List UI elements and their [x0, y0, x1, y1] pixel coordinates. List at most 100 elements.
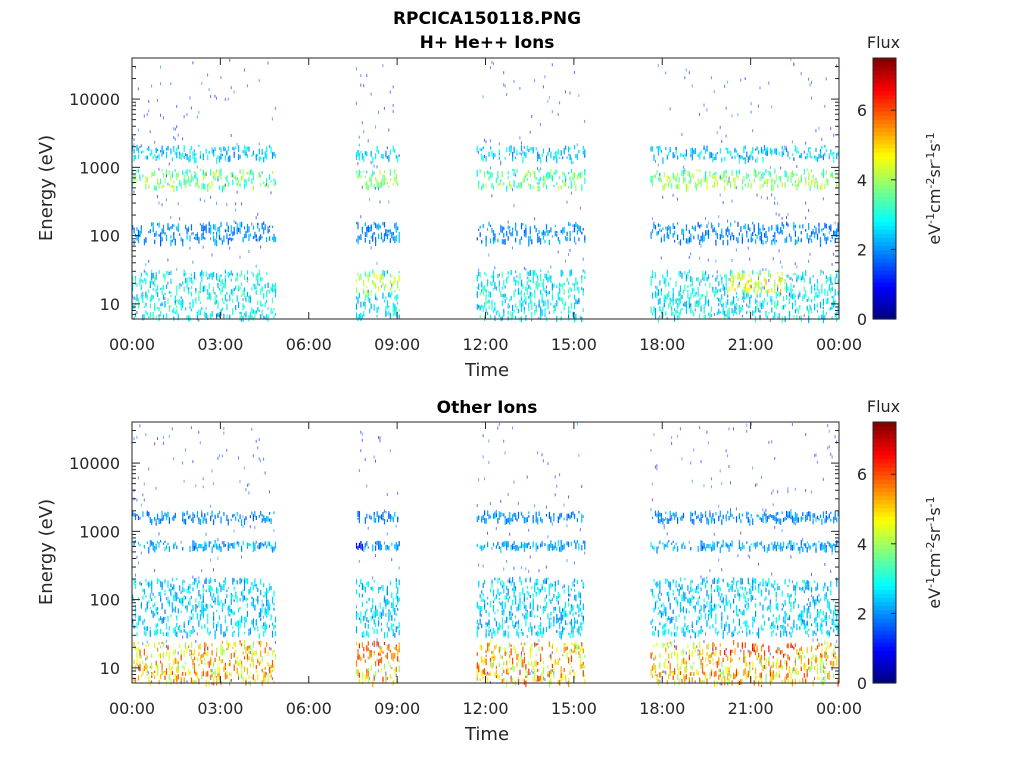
spectrogram-cell: [233, 90, 235, 94]
spectrogram-cell: [213, 176, 215, 179]
spectrogram-cell: [392, 652, 394, 660]
spectrogram-cell: [205, 518, 207, 524]
spectrogram-cell: [158, 532, 160, 536]
spectrogram-cell: [733, 296, 735, 304]
spectrogram-cell: [183, 588, 185, 592]
spectrogram-cell: [266, 146, 268, 153]
spectrogram-cell: [815, 129, 817, 133]
spectrogram-cell: [836, 182, 838, 188]
spectrogram-cell: [182, 137, 184, 141]
spectrogram-cell: [210, 504, 212, 508]
spectrogram-cell: [830, 288, 832, 294]
spectrogram-cell: [682, 229, 685, 233]
spectrogram-cell: [192, 659, 194, 666]
spectrogram-cell: [239, 640, 241, 643]
spectrogram-cell: [831, 262, 833, 266]
spectrogram-cell: [230, 595, 232, 599]
spectrogram-cell: [375, 153, 377, 160]
spectrogram-cell: [361, 593, 363, 598]
spectrogram-cell: [239, 169, 241, 175]
spectrogram-cell: [503, 294, 505, 298]
spectrogram-cell: [199, 643, 201, 650]
spectrogram-cell: [164, 589, 166, 593]
spectrogram-cell: [357, 174, 359, 180]
spectrogram-cell: [186, 113, 188, 116]
spectrogram-cell: [727, 299, 729, 305]
spectrogram-cell: [576, 224, 578, 230]
spectrogram-cell: [752, 270, 754, 275]
spectrogram-cell: [361, 642, 363, 646]
spectrogram-cell: [724, 287, 726, 291]
spectrogram-cell: [699, 152, 701, 160]
spectrogram-cell: [750, 182, 752, 189]
spectrogram-cell: [485, 288, 487, 292]
spectrogram-cell: [210, 168, 212, 176]
spectrogram-cell: [241, 591, 243, 596]
spectrogram-cell: [210, 237, 212, 241]
spectrogram-cell: [137, 476, 139, 480]
spectrogram-cell: [811, 80, 812, 84]
spectrogram-cell: [267, 662, 269, 667]
spectrogram-cell: [258, 612, 260, 618]
spectrogram-cell: [146, 640, 148, 644]
spectrogram-cell: [232, 231, 234, 237]
spectrogram-cell: [734, 155, 736, 159]
spectrogram-cell: [218, 656, 221, 661]
spectrogram-cell: [243, 183, 246, 189]
spectrogram-cell: [204, 311, 206, 318]
spectrogram-cell: [158, 544, 160, 548]
spectrogram-cell: [366, 608, 368, 612]
spectrogram-cell: [260, 618, 262, 621]
spectrogram-cell: [395, 626, 397, 633]
spectrogram-cell: [157, 540, 159, 544]
spectrogram-cell: [741, 289, 743, 295]
spectrogram-cell: [485, 622, 487, 625]
spectrogram-cell: [753, 289, 755, 293]
spectrogram-cell: [734, 183, 736, 189]
spectrogram-cell: [681, 133, 683, 136]
spectrogram-cell: [257, 273, 259, 280]
spectrogram-cell: [710, 306, 713, 312]
spectrogram-cell: [243, 518, 246, 525]
spectrogram-cell: [516, 185, 518, 189]
spectrogram-cell: [235, 641, 237, 647]
spectrogram-cell: [376, 179, 378, 185]
spectrogram-cell: [164, 609, 166, 615]
spectrogram-cell: [224, 580, 226, 585]
spectrogram-cell: [737, 284, 739, 288]
spectrogram-cell: [252, 618, 254, 624]
spectrogram-cell: [557, 239, 559, 242]
spectrogram-cell: [537, 233, 539, 237]
spectrogram-cell: [230, 225, 232, 229]
spectrogram-cell: [724, 185, 726, 192]
spectrogram-cell: [818, 126, 820, 130]
spectrogram-cell: [264, 626, 266, 631]
spectrogram-cell: [270, 670, 272, 675]
spectrogram-cell: [484, 604, 485, 608]
spectrogram-cell: [258, 148, 260, 155]
spectrogram-cell: [217, 666, 219, 673]
spectrogram-cell: [488, 643, 490, 647]
spectrogram-cell: [749, 304, 751, 309]
spectrogram-cell: [171, 607, 173, 613]
spectrogram-cell: [481, 239, 483, 244]
spectrogram-cell: [716, 152, 718, 155]
spectrogram-cell: [261, 668, 263, 673]
spectrogram-cell: [154, 596, 156, 599]
spectrogram-cell: [492, 605, 495, 612]
spectrogram-cell: [497, 577, 499, 584]
spectrogram-cell: [491, 650, 493, 654]
spectrogram-cell: [227, 225, 229, 229]
spectrogram-cell: [373, 651, 375, 656]
spectrogram-cell: [398, 665, 400, 673]
spectrogram-cell: [808, 171, 810, 178]
spectrogram-cell: [809, 234, 811, 240]
spectrogram-cell: [703, 234, 705, 242]
spectrogram-cell: [132, 307, 134, 311]
spectrogram-cell: [487, 622, 489, 627]
spectrogram-cell: [201, 81, 203, 85]
spectrogram-cell: [488, 253, 490, 257]
spectrogram-cell: [724, 170, 726, 178]
spectrogram-cell: [697, 300, 699, 308]
spectrogram-cell: [503, 232, 505, 238]
